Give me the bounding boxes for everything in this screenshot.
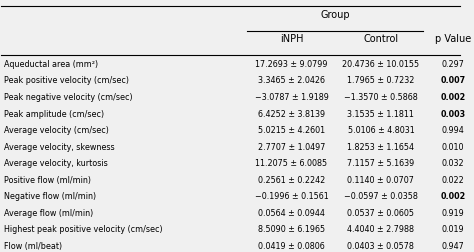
Text: Aqueductal area (mm²): Aqueductal area (mm²) [4, 60, 98, 69]
Text: 3.1535 ± 1.1811: 3.1535 ± 1.1811 [347, 109, 414, 118]
Text: 0.002: 0.002 [440, 192, 466, 201]
Text: Negative flow (ml/min): Negative flow (ml/min) [4, 192, 96, 201]
Text: p Value: p Value [435, 34, 471, 44]
Text: Average flow (ml/min): Average flow (ml/min) [4, 208, 93, 217]
Text: Peak amplitude (cm/sec): Peak amplitude (cm/sec) [4, 109, 104, 118]
Text: −1.3570 ± 0.5868: −1.3570 ± 0.5868 [344, 92, 418, 102]
Text: 0.994: 0.994 [442, 125, 465, 135]
Text: 0.2561 ± 0.2242: 0.2561 ± 0.2242 [258, 175, 325, 184]
Text: 5.0215 ± 4.2601: 5.0215 ± 4.2601 [258, 125, 325, 135]
Text: 6.4252 ± 3.8139: 6.4252 ± 3.8139 [258, 109, 325, 118]
Text: Average velocity (cm/sec): Average velocity (cm/sec) [4, 125, 109, 135]
Text: 4.4040 ± 2.7988: 4.4040 ± 2.7988 [347, 225, 414, 234]
Text: 0.022: 0.022 [442, 175, 465, 184]
Text: 20.4736 ± 10.0155: 20.4736 ± 10.0155 [342, 60, 419, 69]
Text: 0.0537 ± 0.0605: 0.0537 ± 0.0605 [347, 208, 414, 217]
Text: 17.2693 ± 9.0799: 17.2693 ± 9.0799 [255, 60, 328, 69]
Text: 0.297: 0.297 [442, 60, 465, 69]
Text: 0.0419 ± 0.0806: 0.0419 ± 0.0806 [258, 241, 325, 250]
Text: 2.7707 ± 1.0497: 2.7707 ± 1.0497 [258, 142, 325, 151]
Text: 11.2075 ± 6.0085: 11.2075 ± 6.0085 [255, 159, 328, 168]
Text: 0.947: 0.947 [442, 241, 465, 250]
Text: 7.1157 ± 5.1639: 7.1157 ± 5.1639 [347, 159, 414, 168]
Text: −3.0787 ± 1.9189: −3.0787 ± 1.9189 [255, 92, 328, 102]
Text: −0.0597 ± 0.0358: −0.0597 ± 0.0358 [344, 192, 418, 201]
Text: Peak negative velocity (cm/sec): Peak negative velocity (cm/sec) [4, 92, 132, 102]
Text: 0.1140 ± 0.0707: 0.1140 ± 0.0707 [347, 175, 414, 184]
Text: Flow (ml/beat): Flow (ml/beat) [4, 241, 62, 250]
Text: 0.0564 ± 0.0944: 0.0564 ± 0.0944 [258, 208, 325, 217]
Text: 0.019: 0.019 [442, 225, 465, 234]
Text: −0.1996 ± 0.1561: −0.1996 ± 0.1561 [255, 192, 328, 201]
Text: Control: Control [364, 34, 399, 44]
Text: 1.8253 ± 1.1654: 1.8253 ± 1.1654 [347, 142, 414, 151]
Text: 3.3465 ± 2.0426: 3.3465 ± 2.0426 [258, 76, 325, 85]
Text: 8.5090 ± 6.1965: 8.5090 ± 6.1965 [258, 225, 325, 234]
Text: 0.003: 0.003 [440, 109, 465, 118]
Text: Average velocity, skewness: Average velocity, skewness [4, 142, 114, 151]
Text: 0.002: 0.002 [440, 92, 466, 102]
Text: Group: Group [320, 10, 350, 20]
Text: 0.0403 ± 0.0578: 0.0403 ± 0.0578 [347, 241, 414, 250]
Text: Average velocity, kurtosis: Average velocity, kurtosis [4, 159, 108, 168]
Text: 0.919: 0.919 [442, 208, 465, 217]
Text: 5.0106 ± 4.8031: 5.0106 ± 4.8031 [347, 125, 414, 135]
Text: 0.010: 0.010 [442, 142, 465, 151]
Text: Peak positive velocity (cm/sec): Peak positive velocity (cm/sec) [4, 76, 128, 85]
Text: Positive flow (ml/min): Positive flow (ml/min) [4, 175, 91, 184]
Text: 0.032: 0.032 [442, 159, 465, 168]
Text: iNPH: iNPH [280, 34, 303, 44]
Text: Highest peak positive velocity (cm/sec): Highest peak positive velocity (cm/sec) [4, 225, 162, 234]
Text: 0.007: 0.007 [440, 76, 465, 85]
Text: 1.7965 ± 0.7232: 1.7965 ± 0.7232 [347, 76, 415, 85]
